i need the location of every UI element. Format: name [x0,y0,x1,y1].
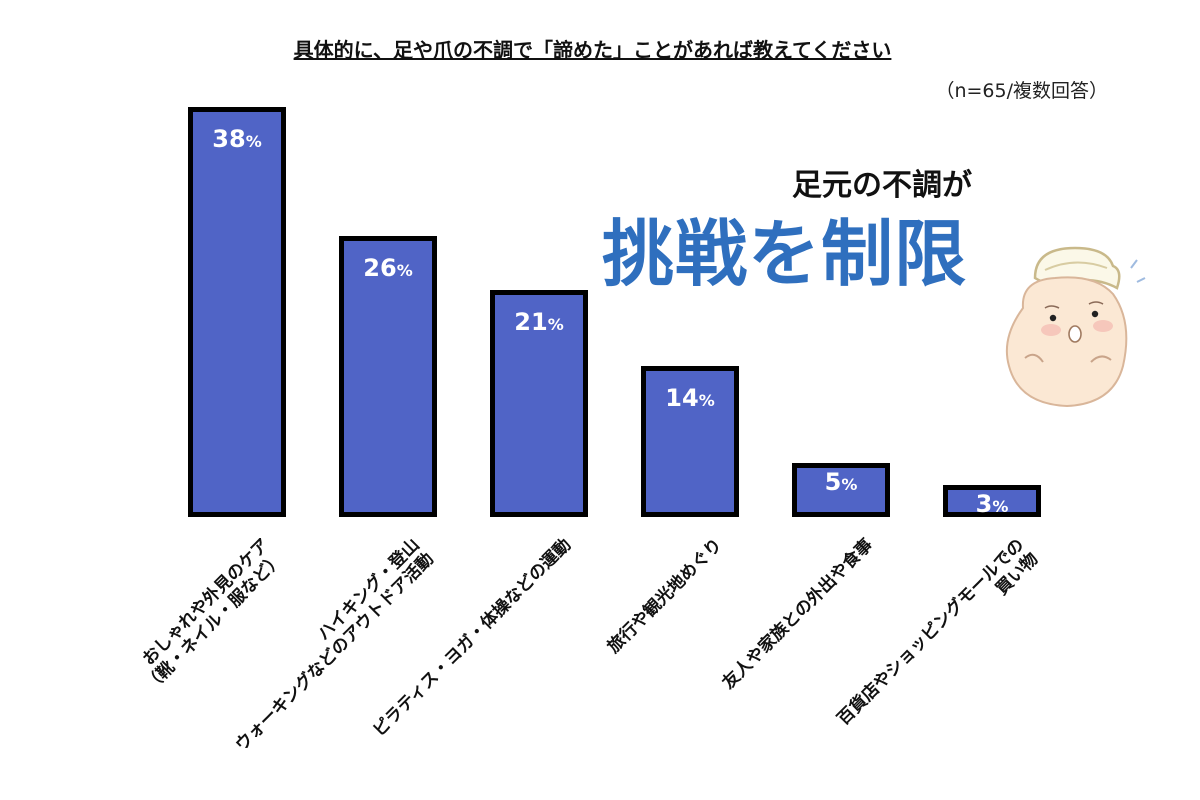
chart-title: 具体的に、足や爪の不調で「諦めた」ことがあれば教えてください [293,38,892,62]
bar-value-label: 38% [212,125,262,153]
bar-1 [188,107,286,517]
callout-line1: 足元の不調が [792,168,972,203]
bar-value-label: 26% [363,254,413,283]
category-label: 友人や家族との外出や食事 [718,535,877,694]
category-label: 百貨店やショッピングモールでの 買い物 [833,535,1043,730]
toe-character-illustration [1005,246,1146,408]
category-label: 旅行や観光地めぐり [603,535,726,658]
bar-6 [943,484,1041,517]
sample-note: （n=65/複数回答） [935,80,1108,102]
callout-line2: 挑戦を制限 [602,212,968,296]
bar-3 [490,290,588,517]
category-label: おしゃれや外見のケア （靴・ネイル・服など） [138,535,288,696]
bar-value-label: 21% [514,308,564,337]
bar-value-label: 5% [824,468,858,497]
bar-value-label: 14% [665,383,715,412]
bar-value-label: 3% [975,489,1009,518]
bar-5 [792,463,890,517]
bar-2 [339,236,437,517]
bar-4 [641,365,739,517]
